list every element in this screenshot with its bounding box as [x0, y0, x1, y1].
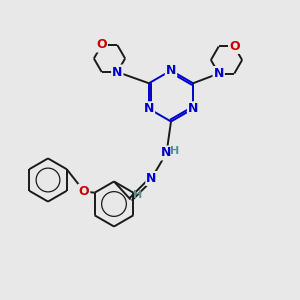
Text: N: N: [146, 172, 157, 185]
Text: H: H: [134, 190, 142, 200]
Text: N: N: [112, 65, 122, 79]
Text: N: N: [188, 102, 198, 115]
Text: O: O: [229, 40, 240, 53]
Text: O: O: [96, 38, 107, 52]
Text: N: N: [214, 67, 224, 80]
Text: N: N: [144, 102, 154, 115]
Text: O: O: [79, 185, 89, 198]
Text: H: H: [170, 146, 179, 157]
Text: N: N: [166, 64, 176, 77]
Text: N: N: [161, 146, 172, 160]
